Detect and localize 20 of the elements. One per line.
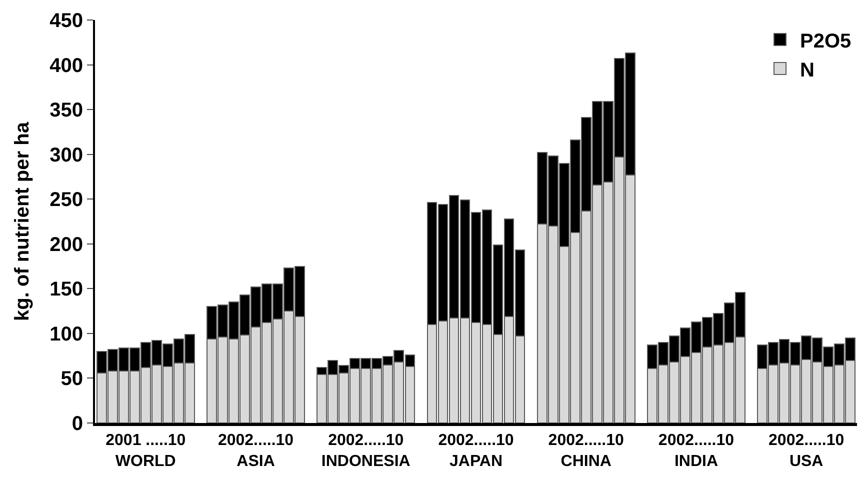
x-tick-label: 2002.....10 USA (768, 432, 844, 470)
x-tick-label: 2002.....10 CHINA (548, 432, 624, 470)
y-tick-label: 250 (50, 189, 83, 212)
y-tick-label: 150 (50, 278, 83, 301)
y-tick-label: 350 (50, 100, 83, 122)
y-tick-label: 100 (50, 323, 83, 346)
y-tick-label: 200 (50, 234, 83, 256)
y-tick-label: 450 (50, 10, 83, 32)
x-tick-label: 2001 .....10 WORLD (106, 432, 186, 470)
y-tick-label: 400 (50, 54, 83, 77)
y-tick-label: 0 (72, 413, 83, 435)
legend-label: P2O5 (800, 30, 852, 52)
x-tick-label: 2002.....10 ASIA (218, 432, 294, 470)
x-tick-label: 2002.....10 JAPAN (438, 432, 514, 470)
y-tick-label: 50 (60, 368, 83, 390)
legend-label: N (800, 59, 814, 82)
y-axis-title: kg. of nutrient per ha (12, 121, 34, 321)
x-tick-label: 2002.....10 INDONESIA (321, 432, 411, 470)
x-tick-label: 2002.....10 INDIA (658, 432, 734, 470)
y-tick-label: 300 (50, 144, 83, 166)
